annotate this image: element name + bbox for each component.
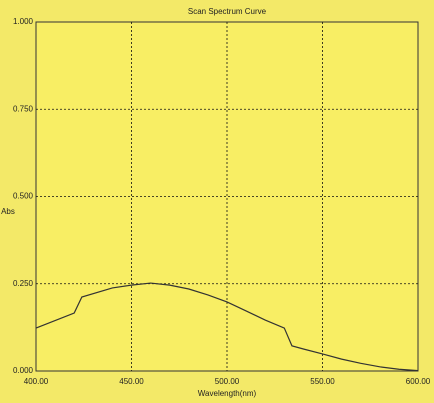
x-tick-label: 600.00	[406, 377, 431, 386]
y-tick-label: 0.500	[13, 192, 34, 201]
y-tick-label: 0.250	[13, 279, 34, 288]
y-tick-label: 0.750	[13, 104, 34, 113]
plot-area	[35, 21, 419, 372]
x-tick-label: 550.00	[310, 377, 335, 386]
x-tick-label: 400.00	[24, 377, 49, 386]
x-tick-label: 450.00	[119, 377, 144, 386]
y-tick-label: 0.000	[13, 366, 34, 375]
chart-title: Scan Spectrum Curve	[188, 7, 267, 16]
x-tick-label: 500.00	[215, 377, 240, 386]
y-axis-label: Abs	[1, 207, 15, 216]
spectrum-line	[35, 282, 419, 372]
y-tick-label: 1.000	[13, 17, 34, 26]
x-axis-label: Wavelength(nm)	[198, 389, 257, 398]
